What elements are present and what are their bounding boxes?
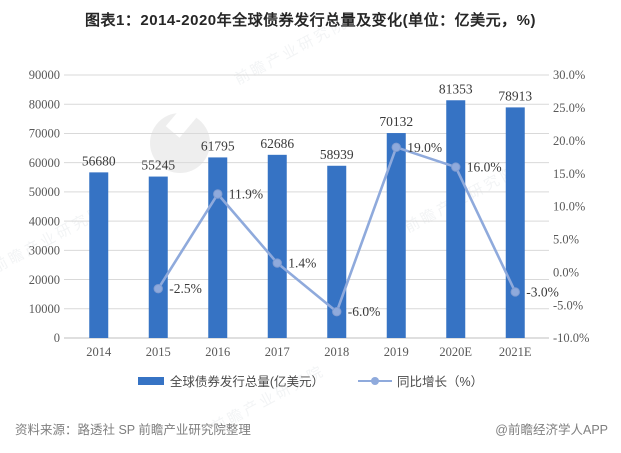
right-axis-tick-label: 5.0% — [553, 233, 579, 247]
right-axis-tick-label: 10.0% — [553, 200, 585, 214]
line-value-label: 19.0% — [407, 140, 442, 155]
left-axis-tick-label: 60000 — [29, 156, 60, 170]
left-axis-tick-label: 70000 — [29, 127, 60, 141]
bar-2014 — [89, 172, 109, 338]
bar-value-label: 62686 — [260, 136, 294, 151]
line-marker-2019 — [391, 142, 401, 153]
line-value-label: 11.9% — [229, 187, 263, 202]
right-axis-tick-label: 20.0% — [553, 134, 585, 148]
x-axis-tick-label: 2017 — [265, 345, 290, 359]
line-marker-2020E — [451, 162, 461, 172]
bar-2017 — [267, 154, 287, 338]
bar-value-label: 56680 — [82, 153, 116, 168]
legend-item-bond-total: 全球债券发行总量(亿美元） — [137, 371, 325, 390]
left-axis-tick-label: 50000 — [29, 185, 60, 199]
legend: 全球债券发行总量(亿美元） 同比增长（%） — [0, 371, 621, 390]
line-swatch-marker-icon — [371, 376, 380, 385]
line-marker-2018 — [332, 307, 342, 317]
line-marker-2017 — [272, 258, 282, 268]
x-axis-tick-label: 2021E — [499, 345, 532, 359]
bar-2019 — [386, 133, 406, 338]
bar-2016 — [208, 157, 228, 338]
right-axis-tick-label: 30.0% — [553, 68, 585, 82]
credit-note: @前瞻经济学人APP — [495, 423, 608, 437]
line-value-label: -2.5% — [169, 281, 202, 296]
bar-value-label: 58939 — [320, 147, 354, 162]
line-marker-2021E — [510, 287, 520, 297]
left-axis-tick-label: 40000 — [29, 214, 60, 228]
x-axis-tick-label: 2014 — [86, 345, 112, 359]
legend-item-growth: 同比增长（%） — [358, 371, 483, 390]
legend-label-bond-total: 全球债券发行总量(亿美元） — [169, 375, 325, 389]
bar-value-label: 81353 — [439, 81, 473, 96]
left-axis-tick-label: 10000 — [29, 302, 60, 316]
chart-title: 图表1：2014-2020年全球债券发行总量及变化(单位：亿美元，%) — [85, 12, 536, 29]
bar-2015 — [148, 176, 168, 338]
right-axis-tick-label: 25.0% — [553, 101, 585, 115]
line-marker-2015 — [153, 283, 163, 294]
line-value-label: -6.0% — [348, 304, 381, 319]
line-value-label: -3.0% — [526, 284, 559, 299]
line-series-swatch — [358, 376, 393, 386]
right-axis-tick-label: -10.0% — [553, 331, 589, 345]
bar-value-label: 78913 — [498, 88, 532, 103]
x-axis-tick-label: 2015 — [146, 345, 171, 359]
left-axis-tick-label: 20000 — [29, 273, 60, 287]
footer: 资料来源：路透社 SP 前瞻产业研究院整理 @前瞻经济学人APP — [15, 419, 608, 438]
bar-value-label: 61795 — [201, 138, 235, 153]
right-axis-tick-label: 15.0% — [553, 167, 585, 181]
x-axis-tick-label: 2020E — [439, 345, 472, 359]
left-axis-tick-label: 80000 — [29, 97, 60, 111]
line-value-label: 1.4% — [288, 256, 316, 271]
bar-2021E — [505, 107, 525, 338]
bar-value-label: 70132 — [379, 114, 413, 129]
left-axis-tick-label: 30000 — [29, 244, 60, 258]
source-note: 资料来源：路透社 SP 前瞻产业研究院整理 — [15, 423, 251, 437]
right-axis-tick-label: 0.0% — [553, 265, 579, 279]
left-axis-tick-label: 0 — [54, 331, 60, 345]
x-axis-tick-label: 2016 — [205, 345, 230, 359]
line-value-label: 16.0% — [467, 160, 502, 175]
right-axis-tick-label: -5.0% — [553, 298, 583, 312]
x-axis-tick-label: 2019 — [384, 345, 409, 359]
plot-area: 0 10000 20000 30000 40000 50000 60000 70000 8000… — [29, 68, 590, 359]
left-axis-tick-label: 90000 — [29, 68, 60, 82]
line-marker-2016 — [213, 189, 223, 199]
bar-2020E — [446, 100, 466, 338]
legend-label-growth: 同比增长（%） — [397, 375, 484, 389]
bar-series-swatch — [137, 376, 164, 385]
bar-value-label: 55245 — [141, 158, 175, 173]
x-axis-tick-label: 2018 — [324, 345, 349, 359]
